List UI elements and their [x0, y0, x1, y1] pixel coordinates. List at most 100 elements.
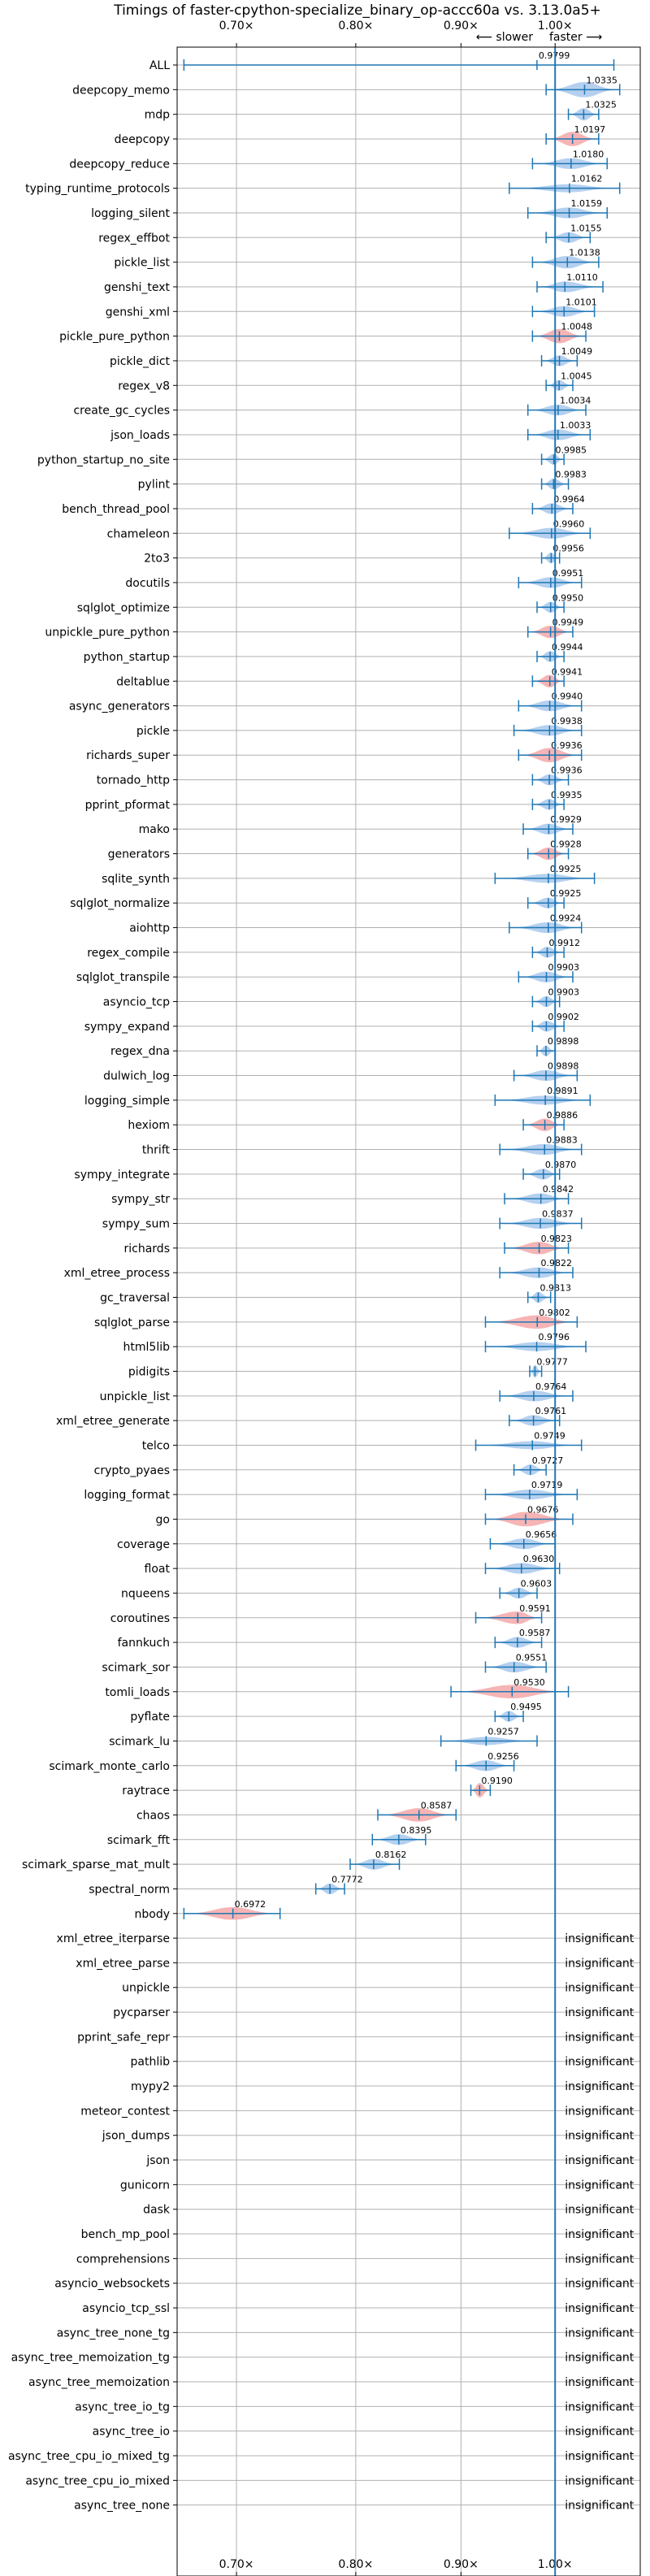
benchmark-name: 2to3 [144, 553, 170, 566]
benchmark-name: async_tree_io_tg [75, 2400, 170, 2413]
value-label: 0.9898 [548, 1036, 579, 1047]
x-tick-label-bottom: 0.80× [338, 2558, 373, 2571]
benchmark-name: async_tree_memoization [28, 2376, 170, 2389]
value-label: 0.9935 [551, 790, 583, 800]
benchmark-name: tomli_loads [105, 1686, 170, 1699]
value-label: 0.9936 [551, 765, 583, 776]
value-label: 0.9591 [519, 1603, 551, 1614]
insignificant-label: insignificant [565, 2426, 635, 2439]
benchmark-name: chameleon [107, 527, 170, 540]
value-label: 1.0325 [585, 100, 617, 111]
benchmark-name: regex_dna [110, 1045, 170, 1058]
benchmark-name: sqlglot_normalize [70, 897, 170, 910]
benchmark-name: xml_etree_process [64, 1267, 170, 1280]
value-label: 0.9587 [519, 1628, 551, 1638]
benchmark-name: json_loads [110, 429, 170, 442]
benchmark-name: pprint_pformat [85, 799, 171, 812]
benchmark-name: chaos [136, 1809, 170, 1822]
benchmark-name: pidigits [128, 1365, 170, 1378]
benchmark-name: dulwich_log [103, 1070, 170, 1083]
insignificant-label: insignificant [565, 2376, 635, 2389]
value-label: 0.9837 [542, 1209, 574, 1220]
benchmark-name: ALL [150, 59, 170, 72]
benchmark-name: html5lib [124, 1341, 171, 1354]
x-tick-label-top: 0.90× [444, 20, 479, 33]
benchmark-name: unpickle_pure_python [45, 627, 170, 640]
benchmark-name: telco [142, 1439, 170, 1452]
value-label: 0.9929 [550, 814, 582, 825]
value-label: 0.9190 [481, 1776, 513, 1786]
benchmark-name: deepcopy [115, 133, 170, 146]
benchmark-name: typing_runtime_protocols [25, 183, 170, 196]
benchmark-name: xml_etree_parse [76, 1957, 170, 1970]
value-label: 0.9842 [543, 1184, 574, 1195]
value-label: 1.0049 [561, 346, 593, 357]
benchmark-name: bench_mp_pool [81, 2228, 170, 2241]
value-label: 0.9925 [550, 888, 582, 899]
benchmark-name: logging_format [84, 1489, 170, 1502]
benchmark-name: gunicorn [120, 2179, 170, 2192]
violin-marks: 0.9799 1.0335 1.0325 1.0197 1.0180 1.0162 1.01… [183, 50, 621, 1920]
value-label: 0.9940 [552, 692, 583, 702]
insignificant-label: insignificant [565, 2327, 635, 2340]
benchmark-name: sqlite_synth [102, 873, 170, 886]
benchmark-name: scimark_lu [109, 1735, 170, 1748]
value-label: 0.9983 [555, 470, 587, 480]
value-label: 0.9960 [553, 518, 585, 529]
value-label: 0.9551 [516, 1652, 548, 1663]
value-label: 0.9719 [531, 1480, 563, 1490]
benchmark-name: deepcopy_reduce [69, 158, 170, 171]
value-label: 0.9257 [488, 1726, 519, 1737]
value-label: 0.9941 [552, 666, 583, 677]
benchmark-name: richards_super [86, 749, 170, 762]
value-label: 0.9938 [551, 716, 583, 726]
benchmark-name: async_generators [69, 700, 170, 713]
insignificant-label: insignificant [565, 2130, 635, 2143]
value-label: 0.9925 [550, 864, 582, 874]
value-label: 0.9530 [514, 1677, 545, 1688]
value-label: 0.9761 [535, 1406, 567, 1416]
insignificant-label: insignificant [565, 2352, 635, 2365]
value-label: 0.9796 [539, 1332, 570, 1342]
x-tick-label-top: 1.00× [538, 20, 573, 33]
benchmark-name: json_dumps [102, 2130, 170, 2143]
benchmark-name: regex_v8 [118, 379, 170, 392]
benchmark-name: pycparser [113, 2006, 170, 2019]
value-label: 1.0138 [569, 248, 600, 258]
faster-direction-label: faster ⟶ [549, 31, 602, 44]
value-label: 0.8587 [421, 1800, 453, 1811]
benchmark-name: coroutines [110, 1612, 170, 1625]
value-label: 1.0180 [573, 149, 604, 159]
value-label: 0.7772 [332, 1874, 363, 1884]
benchmark-name: sqlglot_parse [94, 1316, 170, 1329]
value-label: 0.9656 [526, 1529, 557, 1540]
benchmark-name: async_tree_cpu_io_mixed [25, 2474, 170, 2487]
benchmark-name: sympy_integrate [74, 1169, 170, 1182]
benchmark-name: regex_effbot [98, 232, 170, 245]
value-label: 1.0101 [566, 297, 597, 307]
benchmark-name: crypto_pyaes [94, 1464, 170, 1477]
benchmark-name: sqlglot_optimize [77, 601, 170, 614]
insignificant-label: insignificant [565, 1932, 635, 1945]
benchmark-name: pylint [138, 479, 171, 492]
benchmark-name: scimark_fft [107, 1834, 171, 1847]
value-label: 0.9924 [550, 913, 582, 924]
benchmark-name: async_tree_cpu_io_mixed_tg [8, 2450, 170, 2463]
insignificant-label: insignificant [565, 2400, 635, 2413]
benchmark-name: asyncio_websockets [54, 2278, 170, 2291]
insignificant-label: insignificant [565, 2500, 635, 2513]
value-label: 0.6972 [235, 1899, 266, 1910]
benchmark-name: richards [124, 1242, 171, 1255]
value-label: 0.9256 [488, 1751, 519, 1762]
value-label: 0.8395 [401, 1825, 431, 1836]
value-label: 0.9822 [540, 1258, 572, 1268]
x-tick-label-bottom: 0.90× [444, 2558, 479, 2571]
benchmark-name: deltablue [116, 675, 170, 688]
benchmark-name: pickle [136, 725, 170, 738]
benchmark-name: sqlglot_transpile [76, 971, 170, 984]
value-label: 0.9749 [534, 1430, 566, 1441]
insignificant-label: insignificant [565, 2204, 635, 2217]
benchmark-name: docutils [125, 577, 170, 590]
benchmark-name: pprint_safe_repr [77, 2031, 170, 2044]
value-label: 1.0034 [560, 396, 592, 406]
